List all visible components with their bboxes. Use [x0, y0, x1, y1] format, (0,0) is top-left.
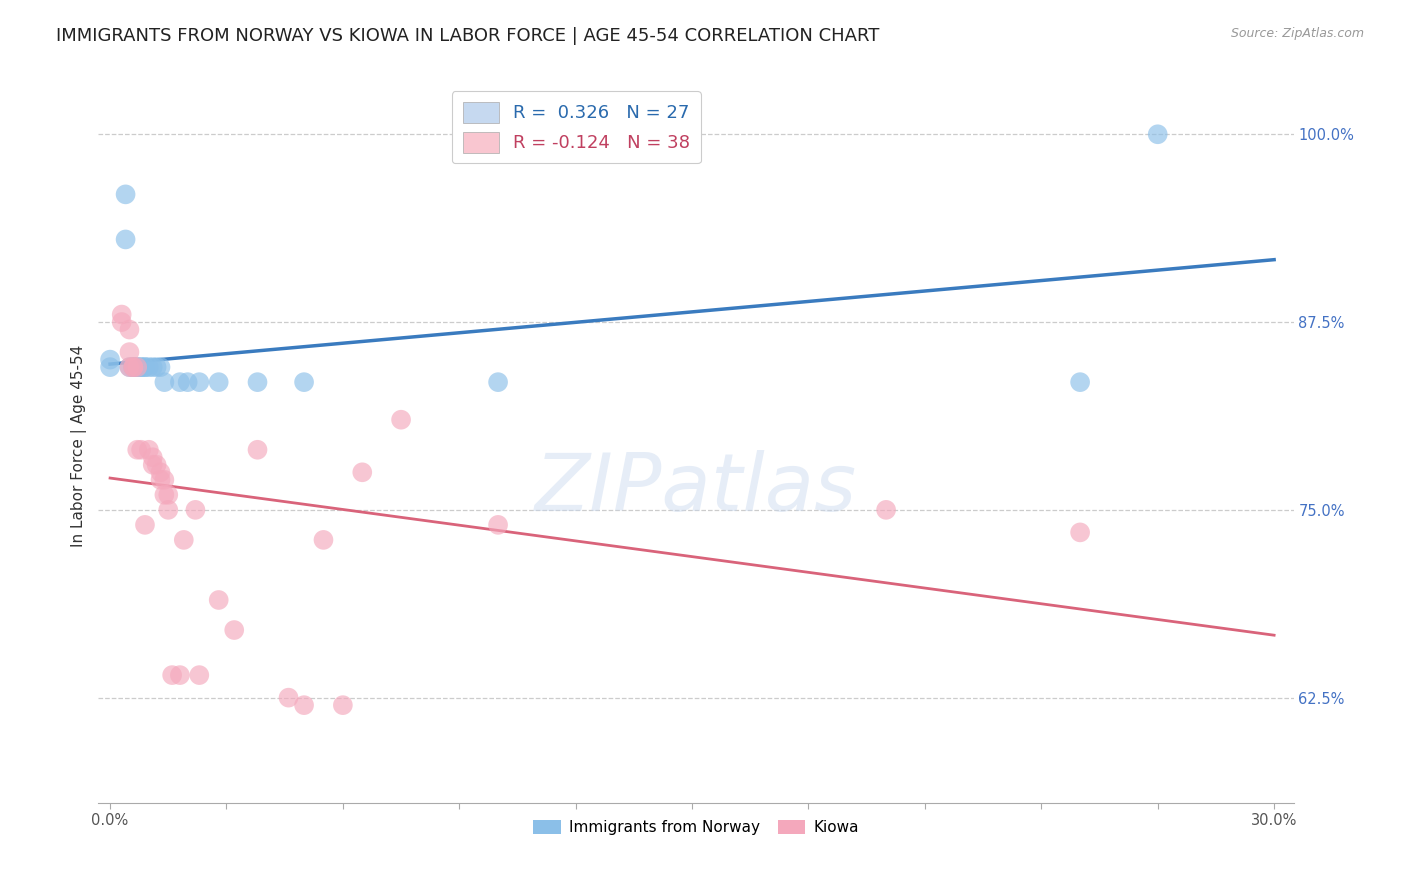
Point: [224, 623, 246, 637]
Point: [486, 375, 509, 389]
Point: [169, 668, 191, 682]
Legend: Immigrants from Norway, Kiowa: Immigrants from Norway, Kiowa: [527, 814, 865, 841]
Point: [149, 465, 172, 479]
Y-axis label: In Labor Force | Age 45-54: In Labor Force | Age 45-54: [72, 345, 87, 547]
Point: [129, 442, 152, 457]
Point: [127, 360, 149, 375]
Point: [122, 360, 145, 375]
Point: [129, 360, 152, 375]
Point: [1069, 525, 1091, 540]
Point: [157, 488, 180, 502]
Point: [118, 345, 141, 359]
Point: [160, 668, 183, 682]
Point: [332, 698, 354, 713]
Point: [184, 503, 207, 517]
Point: [122, 360, 145, 375]
Point: [292, 375, 315, 389]
Point: [176, 375, 198, 389]
Point: [153, 375, 176, 389]
Point: [246, 375, 269, 389]
Point: [118, 360, 141, 375]
Text: Source: ZipAtlas.com: Source: ZipAtlas.com: [1230, 27, 1364, 40]
Point: [127, 360, 149, 375]
Point: [145, 458, 167, 472]
Point: [246, 442, 269, 457]
Point: [127, 360, 149, 375]
Point: [169, 375, 191, 389]
Point: [98, 352, 121, 367]
Point: [138, 442, 160, 457]
Point: [312, 533, 335, 547]
Point: [188, 668, 211, 682]
Text: IMMIGRANTS FROM NORWAY VS KIOWA IN LABOR FORCE | AGE 45-54 CORRELATION CHART: IMMIGRANTS FROM NORWAY VS KIOWA IN LABOR…: [56, 27, 880, 45]
Point: [208, 375, 231, 389]
Point: [118, 322, 141, 336]
Point: [134, 360, 156, 375]
Point: [208, 593, 231, 607]
Point: [352, 465, 374, 479]
Point: [149, 473, 172, 487]
Point: [98, 360, 121, 375]
Point: [153, 488, 176, 502]
Point: [129, 360, 152, 375]
Point: [118, 360, 141, 375]
Point: [114, 187, 136, 202]
Point: [389, 413, 412, 427]
Point: [134, 517, 156, 532]
Point: [142, 450, 165, 465]
Point: [149, 360, 172, 375]
Point: [153, 473, 176, 487]
Point: [122, 360, 145, 375]
Point: [1069, 375, 1091, 389]
Point: [114, 232, 136, 246]
Point: [111, 308, 134, 322]
Point: [122, 360, 145, 375]
Point: [111, 315, 134, 329]
Point: [142, 458, 165, 472]
Point: [157, 503, 180, 517]
Point: [486, 517, 509, 532]
Point: [134, 360, 156, 375]
Text: ZIPatlas: ZIPatlas: [534, 450, 858, 528]
Point: [1146, 128, 1168, 142]
Point: [292, 698, 315, 713]
Point: [138, 360, 160, 375]
Point: [145, 360, 167, 375]
Point: [277, 690, 299, 705]
Point: [173, 533, 195, 547]
Point: [142, 360, 165, 375]
Point: [875, 503, 897, 517]
Point: [188, 375, 211, 389]
Point: [127, 442, 149, 457]
